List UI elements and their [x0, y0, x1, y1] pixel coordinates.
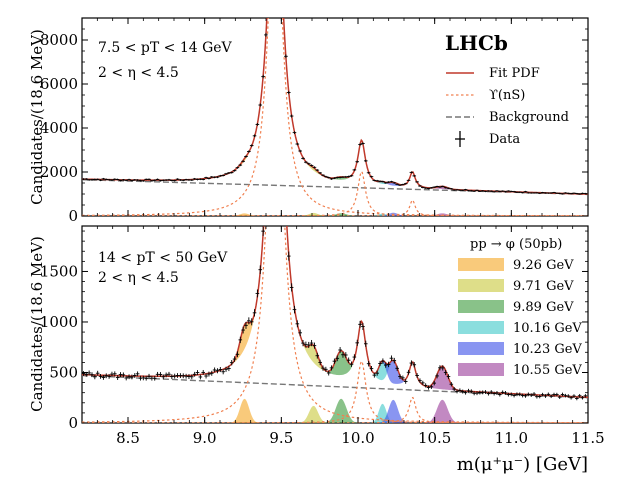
- fit-pdf-curve: [82, 226, 588, 399]
- legend-entry-label: 9.71 GeV: [513, 279, 574, 294]
- top-y-axis: 0 2000 4000 6000 8000: [40, 28, 588, 225]
- upsilon-2s-curve: [82, 170, 588, 216]
- x-tick-label: 8.5: [116, 429, 140, 447]
- peak-2-signal: [82, 213, 588, 216]
- bottom-legend: pp → φ (50pb) 9.26 GeV 9.71 GeV 9.89 GeV 10…: [458, 237, 582, 378]
- legend-swatch-4: [458, 342, 504, 355]
- y-tick-label: 6000: [40, 75, 78, 93]
- bottom-y-axis: 0 500 1000 1500: [40, 230, 588, 432]
- peak-0-on-fit: [226, 248, 263, 368]
- legend-entry-label: 10.23 GeV: [513, 342, 582, 357]
- y-tick-label: 2000: [40, 163, 78, 181]
- legend-entry-label: 9.26 GeV: [513, 258, 574, 273]
- legend-swatch-0: [458, 258, 504, 271]
- bottom-eta-range: 2 < η < 4.5: [98, 270, 179, 286]
- x-tick-label: 9.0: [193, 429, 217, 447]
- top-eta-range: 2 < η < 4.5: [98, 65, 179, 81]
- peak-4-on-fit: [375, 174, 411, 186]
- bottom-pt-range: 14 < pT < 50 GeV: [98, 250, 228, 266]
- y-tick-label: 4000: [40, 119, 78, 137]
- y-tick-label: 1500: [40, 262, 78, 280]
- bottom-plot-area: [82, 226, 588, 423]
- peak-2-signal: [82, 398, 588, 423]
- top-plot-area: [82, 18, 588, 216]
- legend-data-label: Data: [489, 132, 520, 147]
- bottom-y-axis-title: Candidates/(18.6 MeV): [28, 236, 46, 412]
- peak-4-on-fit: [375, 360, 411, 384]
- y-tick-label: 0: [68, 207, 78, 225]
- top-y-axis-title: Candidates/(18.6 MeV): [28, 29, 46, 205]
- top-legend: Fit PDF ϒ(nS) Background Data: [446, 66, 569, 147]
- upsilon-1s-curve: [82, 226, 588, 423]
- upsilon-1s-curve: [82, 18, 588, 216]
- background-line: [82, 179, 588, 196]
- peak-2-on-fit: [319, 321, 363, 376]
- x-tick-label: 9.5: [269, 429, 293, 447]
- peak-5-on-fit: [421, 186, 464, 190]
- legend-entry-label: 9.89 GeV: [513, 300, 574, 315]
- top-pt-range: 7.5 < pT < 14 GeV: [98, 40, 233, 56]
- y-tick-label: 1000: [40, 313, 78, 331]
- upsilon-3s-curve: [82, 199, 588, 216]
- background-line: [82, 374, 588, 399]
- y-tick-label: 8000: [40, 31, 78, 49]
- legend-background-label: Background: [489, 110, 569, 125]
- x-axis-title: m(μ⁺μ⁻) [GeV]: [457, 454, 588, 475]
- legend-entry-label: 10.16 GeV: [513, 321, 582, 336]
- legend-swatch-1: [458, 279, 504, 292]
- upsilon-3s-curve: [82, 396, 588, 423]
- lhcb-logo: LHCb: [445, 31, 508, 55]
- legend-swatch-3: [458, 321, 504, 334]
- legend-title: pp → φ (50pb): [470, 237, 562, 252]
- x-tick-label: 10.0: [341, 429, 374, 447]
- legend-upsilon-label: ϒ(nS): [489, 88, 525, 103]
- y-tick-label: 500: [49, 363, 78, 381]
- y-tick-label: 0: [68, 414, 78, 432]
- legend-fit-label: Fit PDF: [489, 66, 540, 81]
- legend-swatch-5: [458, 363, 504, 376]
- x-tick-label: 11.0: [495, 429, 528, 447]
- x-axis: 8.5 9.0 9.5 10.0 10.5 11.0 11.5: [96, 18, 605, 447]
- x-tick-label: 11.5: [571, 429, 604, 447]
- x-tick-label: 10.5: [418, 429, 451, 447]
- peak-2-on-fit: [319, 140, 363, 180]
- legend-entry-label: 10.55 GeV: [513, 363, 582, 378]
- legend-swatch-2: [458, 300, 504, 313]
- peak-1-on-fit: [295, 136, 331, 179]
